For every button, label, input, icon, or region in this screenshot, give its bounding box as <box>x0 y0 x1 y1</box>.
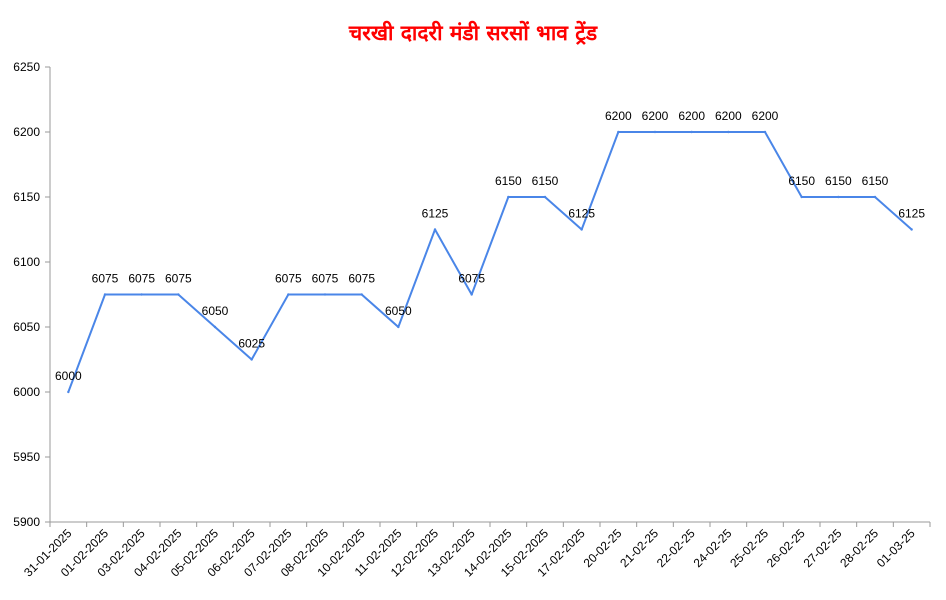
data-point <box>140 293 143 296</box>
data-label: 6075 <box>275 272 302 286</box>
series-line <box>67 131 913 393</box>
data-point <box>873 195 877 199</box>
data-point <box>617 130 620 134</box>
data-label: 6050 <box>385 304 412 318</box>
y-tick-label: 6000 <box>13 385 40 399</box>
data-point <box>67 390 70 394</box>
data-label: 6150 <box>788 174 815 188</box>
data-label: 6125 <box>422 207 449 221</box>
y-tick-label: 5950 <box>13 450 40 464</box>
y-tick-label: 6150 <box>13 190 40 204</box>
x-tick-label: 24-02-25 <box>691 526 735 570</box>
data-point <box>287 293 290 296</box>
data-label: 6200 <box>678 109 705 123</box>
x-tick-label: 27-02-25 <box>801 526 845 570</box>
data-label: 6075 <box>348 272 375 286</box>
data-label: 6000 <box>55 369 82 383</box>
x-tick-label: 25-02-25 <box>727 526 771 570</box>
data-point <box>727 130 730 134</box>
data-point <box>910 228 913 231</box>
data-label: 6200 <box>642 109 669 123</box>
data-labels: 6000 6075 6075 6075 6050 6025 6075 6075 6075 6050… <box>55 109 925 394</box>
data-point <box>653 130 657 134</box>
x-tick-label: 26-02-25 <box>764 526 808 570</box>
data-point <box>397 325 400 329</box>
data-point <box>177 293 180 296</box>
data-label: 6075 <box>165 272 192 286</box>
data-point <box>250 358 253 361</box>
data-label: 6150 <box>862 174 889 188</box>
data-point <box>213 325 217 329</box>
data-label: 6125 <box>568 207 595 221</box>
data-label: 6075 <box>92 272 119 286</box>
data-label: 6125 <box>898 207 925 221</box>
x-tick-label: 01-03-25 <box>874 526 918 570</box>
data-point <box>690 130 693 134</box>
data-point <box>507 195 510 199</box>
data-label: 6025 <box>238 337 265 351</box>
chart-title: चरखी दादरी मंडी सरसों भाव ट्रेंड <box>348 20 598 45</box>
data-label: 6200 <box>715 109 742 123</box>
data-label: 6075 <box>458 272 485 286</box>
y-tick-label: 6100 <box>13 255 40 269</box>
data-label: 6075 <box>312 272 339 286</box>
y-tick-label: 6200 <box>13 125 40 139</box>
x-tick-label: 22-02-25 <box>654 526 698 570</box>
data-label: 6150 <box>532 174 559 188</box>
y-axis-ticks: 5900 5950 6000 6050 6100 6150 6200 6250 <box>13 60 50 529</box>
data-point <box>103 293 107 296</box>
x-axis-ticks: 31-01-202501-02-202503-02-202504-02-2025… <box>21 522 931 580</box>
data-point <box>360 293 363 296</box>
data-label: 6150 <box>495 174 522 188</box>
y-tick-label: 6050 <box>13 320 40 334</box>
x-tick-label: 21-02-25 <box>617 526 661 570</box>
data-label: 6075 <box>128 272 155 286</box>
data-label: 6200 <box>605 109 632 123</box>
data-point <box>580 228 583 231</box>
data-point <box>470 293 473 296</box>
data-label: 6150 <box>825 174 852 188</box>
data-point <box>543 195 547 199</box>
data-point <box>323 293 327 296</box>
y-tick-label: 6250 <box>13 60 40 74</box>
y-tick-label: 5900 <box>13 515 40 529</box>
data-point <box>433 228 437 231</box>
data-label: 6200 <box>752 109 779 123</box>
x-tick-label: 20-02-25 <box>581 526 625 570</box>
data-point <box>837 195 840 199</box>
x-tick-label: 28-02-25 <box>837 526 881 570</box>
data-label: 6050 <box>202 304 229 318</box>
data-point <box>800 195 803 199</box>
data-point <box>763 130 767 134</box>
